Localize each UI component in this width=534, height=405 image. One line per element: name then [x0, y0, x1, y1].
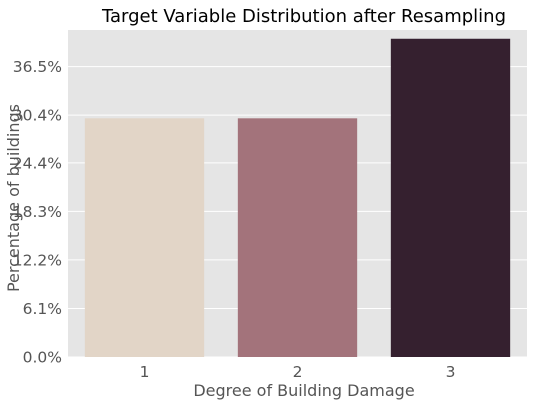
bar-category-3 [390, 38, 511, 357]
bar-category-2 [237, 118, 358, 357]
y-tick-label: 18.3% [13, 203, 62, 221]
y-tick-label: 24.4% [13, 154, 62, 172]
y-tick-label: 0.0% [23, 349, 62, 367]
chart-title: Target Variable Distribution after Resam… [101, 6, 506, 27]
bar-category-1 [84, 118, 205, 357]
x-tick-label: 1 [140, 363, 150, 381]
bars [84, 38, 511, 357]
y-axis-label: Percentage of buildings [4, 104, 23, 292]
x-tick-label: 2 [293, 363, 303, 381]
x-tick-label: 3 [446, 363, 456, 381]
y-tick-label: 36.5% [13, 58, 62, 76]
y-tick-label: 30.4% [13, 107, 62, 125]
y-tick-label: 6.1% [23, 300, 62, 318]
x-axis-label: Degree of Building Damage [193, 381, 414, 400]
x-tick-labels: 1 2 3 [140, 363, 456, 381]
y-tick-label: 12.2% [13, 251, 62, 269]
y-tick-labels: 0.0% 6.1% 12.2% 18.3% 24.4% 30.4% 36.5% [13, 58, 62, 366]
